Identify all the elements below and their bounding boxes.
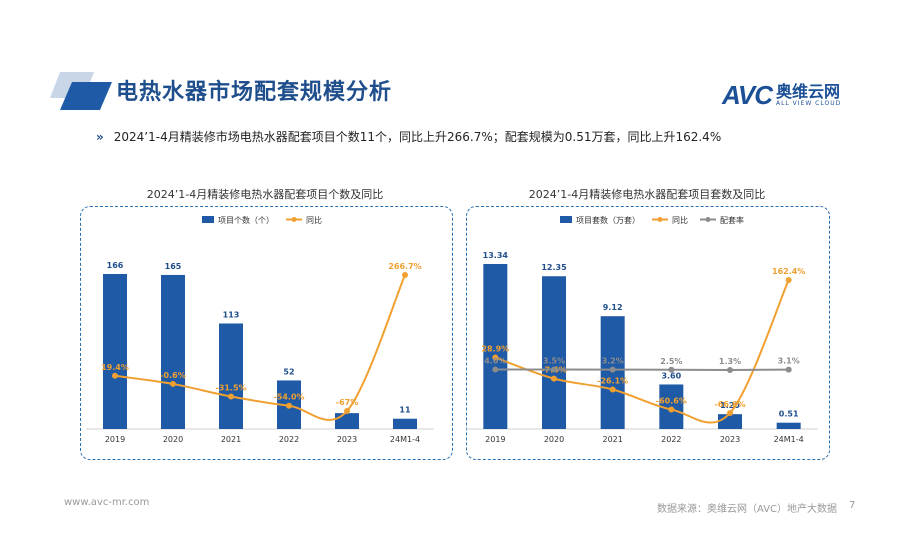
line-point [668, 366, 675, 373]
summary-text: 2024’1-4月精装修市场电热水器配套项目个数11个，同比上升266.7%；配… [113, 130, 722, 144]
line-point [228, 393, 234, 400]
line-point [286, 402, 292, 409]
line-point [170, 380, 176, 387]
line-value-label: -0.6% [160, 371, 186, 380]
chart2-frame [466, 206, 830, 460]
line-value-label: -31.5% [215, 384, 246, 393]
line-value-label: -60.6% [656, 397, 687, 406]
footer-source: 数据来源：奥维云网（AVC）地产大数据 [657, 504, 838, 515]
x-tick-label: 2022 [661, 435, 681, 444]
bar-value-label: 3.60 [661, 371, 681, 380]
bar-value-label: 13.34 [483, 251, 509, 260]
bar-value-label: 1.20 [720, 401, 740, 410]
line-value-label: 3.2% [602, 357, 624, 366]
x-tick-label: 2022 [279, 435, 299, 444]
line-point [727, 410, 733, 416]
x-tick-label: 2021 [602, 435, 622, 444]
bar-value-label: 9.12 [603, 303, 623, 312]
line-point [551, 375, 557, 382]
bar [103, 274, 127, 429]
line-point [668, 406, 675, 413]
page-number: 7 [849, 500, 856, 511]
line-point [785, 277, 792, 283]
header-decoration [50, 72, 112, 110]
x-tick-label: 24M1-4 [390, 435, 420, 444]
bar [542, 276, 566, 429]
bar [161, 274, 185, 429]
legend-marker [657, 217, 663, 222]
chart1-svg: 项目个数（个） 同比 166 2019 165 2020 113 2021 52 2022 2023… [86, 215, 434, 444]
bar-value-label: 0.51 [779, 410, 799, 419]
line-point [609, 366, 616, 373]
logo-mark: AVC [722, 80, 773, 110]
line-point [492, 366, 499, 373]
footer-website: www.avc-mr.com [64, 497, 150, 508]
line-value-label: 1.3% [719, 357, 741, 366]
line-value-label: 2.5% [660, 357, 682, 366]
line-value-label: 266.7% [388, 262, 421, 271]
legend-swatch-bar [560, 216, 572, 223]
bar [219, 323, 243, 429]
x-tick-label: 2019 [485, 435, 505, 444]
legend-marker [705, 217, 711, 222]
legend-label: 配套率 [720, 215, 744, 225]
series-line [114, 274, 406, 421]
line-value-label: -66.6% [714, 400, 745, 409]
bar-value-label: 52 [283, 367, 294, 376]
line-point [402, 272, 408, 278]
line-value-label: 4.0% [484, 356, 506, 365]
chart1-frame [80, 206, 453, 460]
x-tick-label: 2023 [720, 435, 740, 444]
bar-value-label: 165 [165, 262, 182, 271]
line-value-label: -54.0% [273, 393, 304, 402]
bar-value-label: 11 [399, 406, 411, 415]
legend-swatch-bar [202, 216, 214, 223]
bar-value-label: 113 [223, 310, 240, 319]
legend-label: 同比 [306, 215, 322, 225]
series-line [495, 368, 789, 372]
line-value-label: 28.9% [481, 345, 509, 354]
x-tick-label: 24M1-4 [774, 435, 804, 444]
chart2-svg: 项目套数（万套） 同比 配套率 13.34 2019 12.35 2020 9.12 2021 3… [466, 215, 818, 444]
line-point [609, 386, 616, 393]
line-value-label: 19.4% [101, 363, 129, 372]
chart1-title: 2024’1-4月精装修电热水器配套项目个数及同比 [146, 188, 384, 201]
line-point [727, 367, 733, 373]
x-tick-label: 2021 [221, 435, 241, 444]
bar [393, 418, 417, 429]
chart2-title: 2024’1-4月精装修电热水器配套项目套数及同比 [528, 188, 766, 201]
line-value-label: 3.1% [778, 357, 800, 366]
legend-label: 项目套数（万套） [576, 215, 640, 225]
line-value-label: -67% [336, 398, 358, 407]
bar [776, 422, 801, 429]
summary-line: » 2024’1-4月精装修市场电热水器配套项目个数11个，同比上升266.7%；… [96, 128, 721, 145]
bar-value-label: 12.35 [541, 263, 567, 272]
line-point [112, 372, 118, 379]
line-value-label: 3.5% [543, 357, 565, 366]
bar [335, 413, 359, 429]
logo-text-cn: 奥维云网 [775, 82, 840, 101]
line-value-label: 162.4% [772, 267, 805, 276]
brand-logo: AVC 奥维云网 ALL VIEW CLOUD [722, 80, 841, 111]
bullet-arrow-icon: » [96, 130, 104, 144]
page-title: 电热水器市场配套规模分析 [116, 80, 393, 105]
line-value-label: -26.1% [597, 376, 628, 385]
line-point [492, 354, 499, 361]
logo-text-en: ALL VIEW CLOUD [775, 100, 842, 107]
bar-value-label: 166 [107, 261, 124, 270]
line-point [344, 408, 350, 414]
x-tick-label: 2019 [105, 435, 125, 444]
x-tick-label: 2023 [337, 435, 357, 444]
x-tick-label: 2020 [544, 435, 564, 444]
line-point [551, 366, 557, 373]
legend-label: 同比 [672, 215, 688, 225]
bar [718, 414, 742, 429]
legend-marker [291, 217, 297, 222]
bar [483, 264, 508, 429]
x-tick-label: 2020 [163, 435, 183, 444]
line-point [785, 366, 792, 373]
legend-label: 项目个数（个） [218, 215, 274, 225]
